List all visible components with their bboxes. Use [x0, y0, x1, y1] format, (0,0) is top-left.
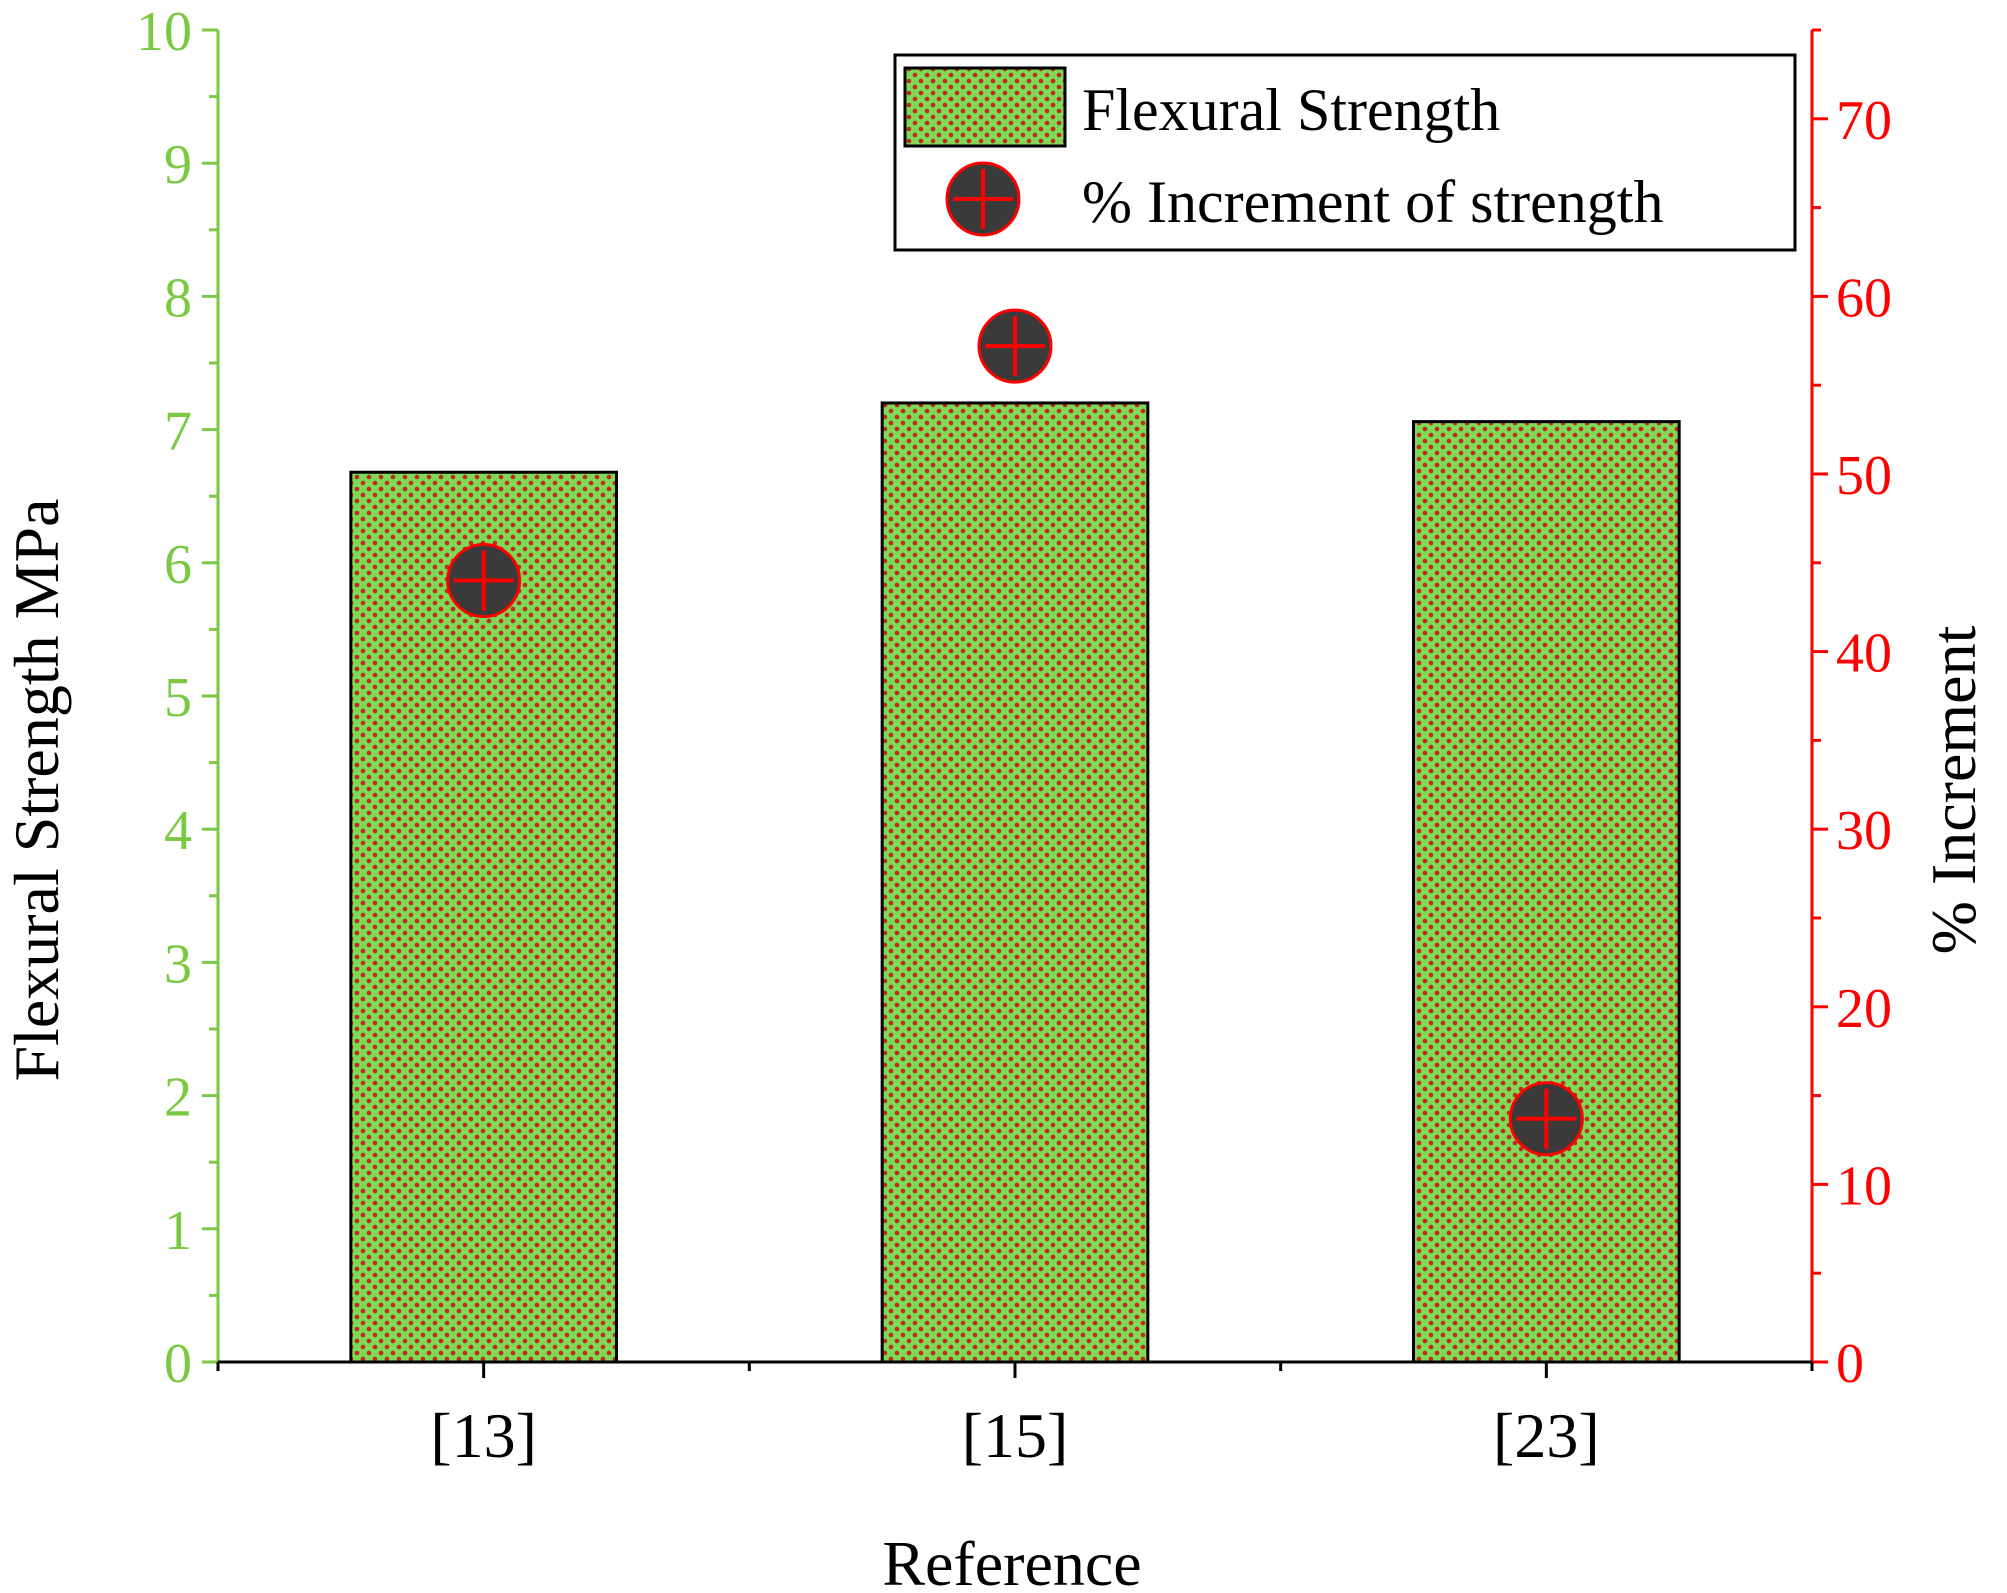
- y-tick-label: 1: [164, 1200, 192, 1262]
- plot-area: 0 1 2 3 4 5 6 7 8 9 10 0 10 20 30 40 50 60 70 [13] [15] [23]: [136, 1, 1892, 1471]
- legend: Flexural Strength % Increment of strengt…: [893, 53, 1797, 252]
- bar: [1412, 420, 1681, 1364]
- y-tick-label: 6: [164, 534, 192, 596]
- y-tick-label: 0: [164, 1333, 192, 1395]
- y2-tick-label: 0: [1836, 1333, 1864, 1395]
- y-tick-label: 7: [164, 401, 192, 463]
- y-axis-title: Flexural Strength MPa: [1, 498, 72, 1081]
- y-tick-label: 8: [164, 267, 192, 329]
- y-tick-label: 4: [164, 800, 192, 862]
- legend-swatch-flexural-strength: [903, 66, 1067, 148]
- y2-tick-label: 60: [1836, 267, 1892, 329]
- x-tick-label: [15]: [962, 1400, 1069, 1471]
- y-tick-label: 5: [164, 667, 192, 729]
- y-tick-label: 3: [164, 933, 192, 995]
- bar: [349, 470, 618, 1364]
- y2-tick-label: 70: [1836, 90, 1892, 152]
- y2-tick-label: 10: [1836, 1155, 1892, 1217]
- y2-tick-label: 30: [1836, 800, 1892, 862]
- y-tick-label: 9: [164, 134, 192, 196]
- y-tick-label: 10: [136, 1, 192, 63]
- y2-tick-label: 20: [1836, 978, 1892, 1040]
- legend-label-increment: % Increment of strength: [1082, 169, 1663, 235]
- y2-tick-label: 50: [1836, 445, 1892, 507]
- bar: [880, 401, 1150, 1364]
- x-tick-label: [13]: [430, 1400, 537, 1471]
- x-axis-title: Reference: [882, 1528, 1141, 1593]
- legend-label-flexural-strength: Flexural Strength: [1082, 77, 1500, 143]
- x-tick-label: [23]: [1493, 1400, 1600, 1471]
- y2-tick-label: 40: [1836, 623, 1892, 685]
- y2-axis-title: % Increment: [1918, 625, 1989, 954]
- y-tick-label: 2: [164, 1067, 192, 1129]
